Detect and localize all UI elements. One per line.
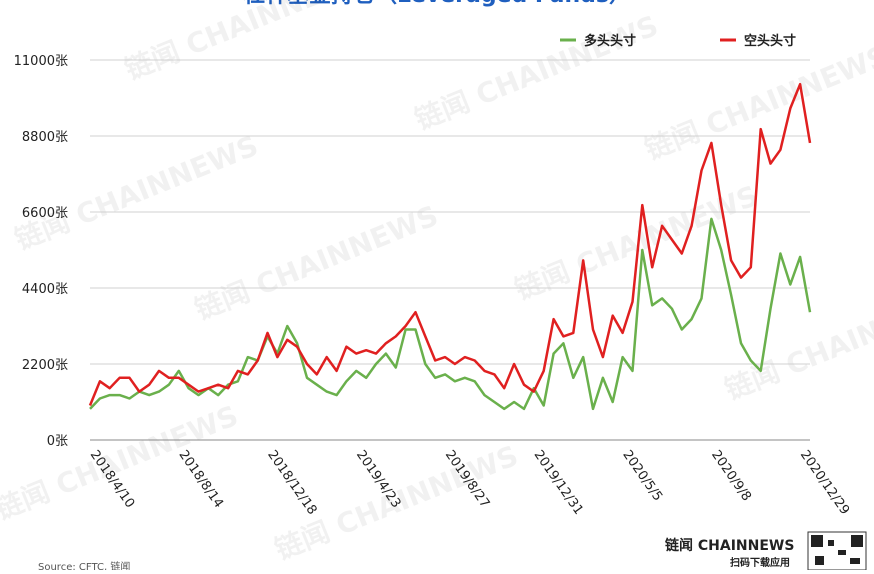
x-tick-label: 2018/12/18 [264,448,319,518]
legend-label: 空头头寸 [744,33,796,49]
brand-sub: 扫码下载应用 [730,556,790,569]
y-tick-label: 4400张 [22,282,68,297]
chart-title: 杠杆基金持仓（Leveraged Funds） [243,0,631,8]
legend-label: 多头头寸 [584,33,636,49]
watermark: 链闻 CHAINNEWS [0,399,243,527]
watermark: 链闻 CHAINNEWS [510,179,762,307]
x-tick-label: 2018/8/14 [175,448,226,511]
watermark: 链闻 CHAINNEWS [120,0,372,86]
y-tick-label: 2200张 [22,358,68,373]
y-tick-label: 6600张 [22,206,68,221]
watermark: 链闻 CHAINNEWS [640,39,874,167]
y-tick-label: 0张 [47,434,68,449]
qr-code [807,531,867,571]
series-line [89,217,812,411]
series-line [88,82,812,406]
brand: 链闻 CHAINNEWS [665,537,794,554]
x-tick-label: 2019/12/31 [531,448,586,518]
watermark: 链闻 CHAINNEWS [720,279,874,407]
x-tick-label: 2020/12/29 [797,448,852,518]
watermark: 链闻 CHAINNEWS [10,129,262,257]
x-tick-label: 2020/5/5 [619,448,665,504]
watermark: 链闻 CHAINNEWS [410,9,662,137]
y-tick-label: 11000张 [14,54,68,69]
watermark: 链闻 CHAINNEWS [190,199,442,327]
source: Source: CFTC, 链闻 [38,560,130,570]
y-tick-label: 8800张 [22,130,68,145]
x-tick-label: 2020/9/8 [708,448,754,504]
